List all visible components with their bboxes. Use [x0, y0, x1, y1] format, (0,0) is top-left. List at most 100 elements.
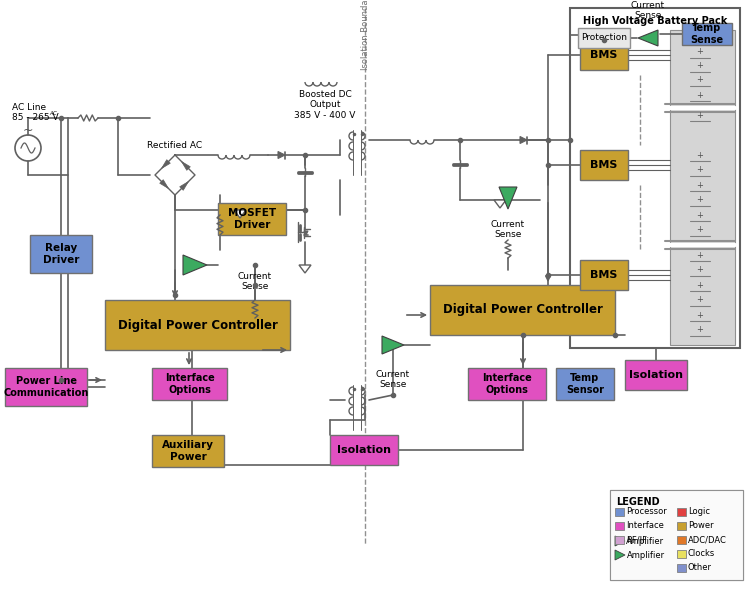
Text: RF/IF: RF/IF: [626, 536, 647, 544]
Text: Power: Power: [688, 522, 714, 531]
FancyBboxPatch shape: [615, 536, 624, 544]
Polygon shape: [278, 152, 285, 158]
Text: BMS: BMS: [590, 270, 618, 280]
Text: +: +: [697, 211, 703, 220]
Text: Other: Other: [688, 564, 712, 573]
Text: Clocks: Clocks: [688, 549, 715, 559]
FancyBboxPatch shape: [580, 260, 628, 290]
Text: Interface
Options: Interface Options: [482, 373, 532, 395]
FancyBboxPatch shape: [682, 23, 732, 45]
Text: Power: Power: [688, 522, 714, 531]
FancyBboxPatch shape: [610, 490, 743, 580]
Polygon shape: [162, 159, 171, 168]
Text: ~: ~: [23, 124, 34, 137]
Text: +: +: [697, 251, 703, 260]
Text: Current
Sense: Current Sense: [631, 1, 665, 20]
Text: +: +: [697, 266, 703, 275]
FancyBboxPatch shape: [580, 40, 628, 70]
Text: +: +: [697, 110, 703, 119]
FancyBboxPatch shape: [670, 30, 735, 345]
FancyBboxPatch shape: [5, 368, 87, 406]
FancyBboxPatch shape: [578, 28, 630, 48]
Text: Digital Power Controller: Digital Power Controller: [118, 319, 277, 331]
Text: +: +: [697, 61, 703, 70]
Text: Current
Sense: Current Sense: [238, 272, 272, 291]
FancyBboxPatch shape: [30, 235, 92, 273]
Text: +: +: [697, 150, 703, 159]
Text: Boosted DC
Output
385 V - 400 V: Boosted DC Output 385 V - 400 V: [294, 90, 355, 120]
FancyBboxPatch shape: [430, 285, 615, 335]
Text: Clocks: Clocks: [688, 549, 715, 559]
Text: Auxiliary
Power: Auxiliary Power: [162, 440, 214, 462]
FancyBboxPatch shape: [152, 435, 224, 467]
Text: Relay
Driver: Relay Driver: [42, 243, 79, 265]
FancyBboxPatch shape: [677, 508, 686, 516]
FancyBboxPatch shape: [615, 536, 624, 544]
Text: Rectified AC: Rectified AC: [148, 141, 203, 150]
FancyBboxPatch shape: [677, 550, 686, 558]
Text: LEGEND: LEGEND: [616, 497, 659, 507]
Text: Amplifier: Amplifier: [627, 550, 665, 559]
Polygon shape: [382, 336, 404, 354]
FancyBboxPatch shape: [615, 522, 624, 530]
Text: MOSFET
Driver: MOSFET Driver: [228, 208, 276, 230]
Polygon shape: [180, 181, 188, 190]
Text: +: +: [697, 281, 703, 290]
Text: Interface: Interface: [626, 522, 664, 531]
Text: ADC/DAC: ADC/DAC: [688, 536, 727, 544]
Polygon shape: [304, 231, 308, 235]
Text: Isolation Boundary: Isolation Boundary: [361, 0, 370, 69]
FancyBboxPatch shape: [677, 522, 686, 530]
Text: +: +: [697, 75, 703, 85]
Text: +: +: [697, 33, 703, 42]
FancyBboxPatch shape: [677, 564, 686, 572]
FancyBboxPatch shape: [677, 536, 686, 544]
Text: +: +: [697, 325, 703, 334]
Text: +: +: [697, 310, 703, 319]
Text: Current
Sense: Current Sense: [491, 220, 525, 239]
Polygon shape: [299, 265, 311, 273]
Text: Temp
Sense: Temp Sense: [691, 23, 723, 45]
Text: Power Line
Communication: Power Line Communication: [3, 376, 89, 398]
Text: RF/IF: RF/IF: [626, 536, 647, 544]
Text: Logic: Logic: [688, 507, 710, 516]
Polygon shape: [494, 200, 506, 208]
FancyBboxPatch shape: [615, 508, 624, 516]
Text: Amplifier: Amplifier: [626, 537, 664, 546]
FancyBboxPatch shape: [610, 490, 743, 580]
Polygon shape: [615, 536, 625, 546]
FancyBboxPatch shape: [218, 203, 286, 235]
FancyBboxPatch shape: [330, 435, 398, 465]
Text: Processor: Processor: [626, 507, 667, 516]
FancyBboxPatch shape: [580, 150, 628, 180]
Text: High Voltage Battery Pack: High Voltage Battery Pack: [583, 16, 727, 26]
FancyBboxPatch shape: [615, 508, 624, 516]
Text: Logic: Logic: [688, 507, 710, 516]
Polygon shape: [159, 180, 168, 189]
Text: Other: Other: [688, 564, 712, 573]
FancyBboxPatch shape: [677, 550, 686, 558]
Text: Interface
Options: Interface Options: [165, 373, 215, 395]
FancyBboxPatch shape: [556, 368, 614, 400]
FancyBboxPatch shape: [105, 300, 290, 350]
Text: Current
Sense: Current Sense: [376, 370, 410, 389]
FancyBboxPatch shape: [677, 564, 686, 572]
FancyBboxPatch shape: [152, 368, 227, 400]
Text: +: +: [697, 296, 703, 304]
FancyBboxPatch shape: [615, 536, 624, 544]
FancyBboxPatch shape: [468, 368, 546, 400]
Polygon shape: [182, 161, 190, 170]
Text: BMS: BMS: [590, 160, 618, 170]
Text: +: +: [697, 195, 703, 205]
Text: BMS: BMS: [590, 50, 618, 60]
Text: $_{AC}$: $_{AC}$: [49, 109, 59, 118]
Polygon shape: [638, 30, 658, 46]
FancyBboxPatch shape: [615, 522, 624, 530]
FancyBboxPatch shape: [677, 522, 686, 530]
Text: +: +: [697, 165, 703, 174]
Text: +: +: [697, 180, 703, 189]
Text: Digital Power Controller: Digital Power Controller: [443, 303, 603, 316]
Text: AC Line
85 - 265 V: AC Line 85 - 265 V: [12, 103, 59, 122]
Polygon shape: [520, 137, 527, 143]
FancyBboxPatch shape: [677, 536, 686, 544]
